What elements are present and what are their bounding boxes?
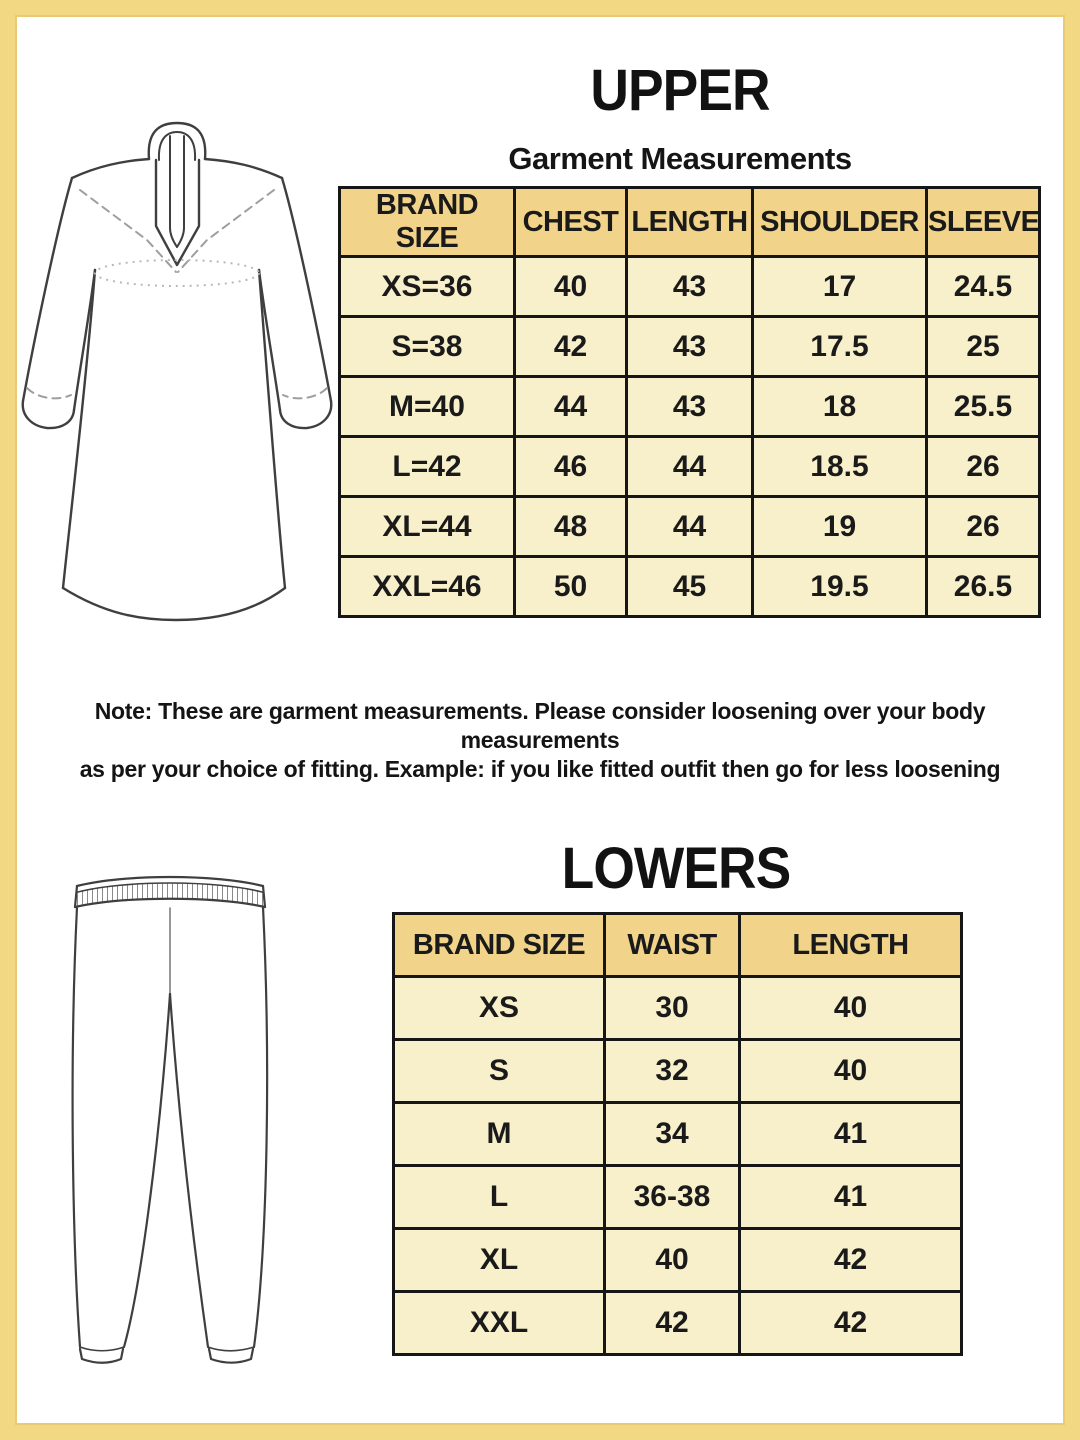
note-line: Note: These are garment measurements. Pl…	[94, 698, 986, 753]
table-cell: 41	[738, 1164, 963, 1230]
table-cell: 30	[603, 975, 741, 1041]
table-cell: XS=36	[338, 255, 516, 318]
table-cell: 44	[625, 435, 754, 498]
table-cell: XS	[392, 975, 606, 1041]
table-row: L 36-38 41	[392, 1164, 963, 1230]
table-cell: 17	[751, 255, 928, 318]
column-header: BRAND SIZE	[338, 186, 516, 258]
table-cell: XXL	[392, 1290, 606, 1356]
kurta-illustration	[21, 121, 333, 622]
pants-illustration	[71, 875, 269, 1364]
table-cell: S=38	[338, 315, 516, 378]
table-cell: 19.5	[751, 555, 928, 618]
table-row: S 32 40	[392, 1038, 963, 1104]
table-cell: XL=44	[338, 495, 516, 558]
table-cell: 25.5	[925, 375, 1041, 438]
table-cell: 34	[603, 1101, 741, 1167]
upper-section-title: UPPER	[590, 58, 770, 123]
table-cell: 48	[513, 495, 628, 558]
column-header: SLEEVE	[925, 186, 1041, 258]
lowers-garment-table: BRAND SIZE WAIST LENGTH XS 30 40 S 32 40 M 34 41…	[392, 912, 963, 1356]
lowers-table-header: BRAND SIZE WAIST LENGTH	[392, 912, 963, 978]
table-row: M=40 44 43 18 25.5	[338, 375, 1041, 438]
column-header: WAIST	[603, 912, 741, 978]
table-row: XXL=46 50 45 19.5 26.5	[338, 555, 1041, 618]
table-cell: 45	[625, 555, 754, 618]
table-cell: M	[392, 1101, 606, 1167]
table-cell: 17.5	[751, 315, 928, 378]
table-cell: XL	[392, 1227, 606, 1293]
table-cell: 40	[738, 975, 963, 1041]
table-cell: 40	[738, 1038, 963, 1104]
note-line: as per your choice of fitting. Example: …	[79, 756, 1001, 782]
lowers-table-body: XS 30 40 S 32 40 M 34 41 L 36-38 41 XL 40 42 XXL 42 42	[392, 975, 963, 1356]
table-cell: XXL=46	[338, 555, 516, 618]
table-row: XL 40 42	[392, 1227, 963, 1293]
table-cell: L=42	[338, 435, 516, 498]
table-cell: 42	[513, 315, 628, 378]
table-row: XS=36 40 43 17 24.5	[338, 255, 1041, 318]
pants-waistband-ribbing	[75, 882, 265, 906]
measurement-note: Note: These are garment measurements. Pl…	[60, 697, 1020, 784]
table-row: XL=44 48 44 19 26	[338, 495, 1041, 558]
table-header-row: BRAND SIZE WAIST LENGTH	[392, 912, 963, 978]
table-cell: 44	[513, 375, 628, 438]
upper-garment-table: BRAND SIZE CHEST LENGTH SHOULDER SLEEVE …	[338, 186, 1041, 618]
table-row: XS 30 40	[392, 975, 963, 1041]
pants-outline	[71, 875, 269, 1364]
table-cell: 36-38	[603, 1164, 741, 1230]
kurta-outline	[21, 121, 333, 622]
table-cell: 42	[603, 1290, 741, 1356]
upper-table-header: BRAND SIZE CHEST LENGTH SHOULDER SLEEVE	[338, 186, 1041, 258]
table-row: M 34 41	[392, 1101, 963, 1167]
table-cell: 26	[925, 495, 1041, 558]
table-cell: 19	[751, 495, 928, 558]
lowers-section-title: LOWERS	[561, 836, 792, 901]
table-cell: 44	[625, 495, 754, 558]
table-cell: 18.5	[751, 435, 928, 498]
table-cell: 26.5	[925, 555, 1041, 618]
column-header: SHOULDER	[751, 186, 928, 258]
table-cell: M=40	[338, 375, 516, 438]
table-cell: 40	[603, 1227, 741, 1293]
table-cell: 25	[925, 315, 1041, 378]
kurta-yoke-dotted-line	[94, 259, 260, 287]
column-header: BRAND SIZE	[392, 912, 606, 978]
column-header: LENGTH	[625, 186, 754, 258]
table-cell: 42	[738, 1227, 963, 1293]
table-cell: 32	[603, 1038, 741, 1104]
kurta-seam-dashes	[26, 189, 328, 400]
table-header-row: BRAND SIZE CHEST LENGTH SHOULDER SLEEVE	[338, 186, 1041, 258]
table-cell: 50	[513, 555, 628, 618]
table-cell: 42	[738, 1290, 963, 1356]
table-cell: S	[392, 1038, 606, 1104]
table-cell: L	[392, 1164, 606, 1230]
table-cell: 41	[738, 1101, 963, 1167]
table-row: XXL 42 42	[392, 1290, 963, 1356]
table-cell: 26	[925, 435, 1041, 498]
table-cell: 18	[751, 375, 928, 438]
table-cell: 24.5	[925, 255, 1041, 318]
table-cell: 40	[513, 255, 628, 318]
table-row: S=38 42 43 17.5 25	[338, 315, 1041, 378]
upper-section-subtitle: Garment Measurements	[508, 141, 852, 176]
upper-table-body: XS=36 40 43 17 24.5 S=38 42 43 17.5 25 M=40 44 43 18 2…	[338, 255, 1041, 618]
column-header: CHEST	[513, 186, 628, 258]
column-header: LENGTH	[738, 912, 963, 978]
table-cell: 43	[625, 375, 754, 438]
table-cell: 43	[625, 315, 754, 378]
table-row: L=42 46 44 18.5 26	[338, 435, 1041, 498]
table-cell: 46	[513, 435, 628, 498]
table-cell: 43	[625, 255, 754, 318]
